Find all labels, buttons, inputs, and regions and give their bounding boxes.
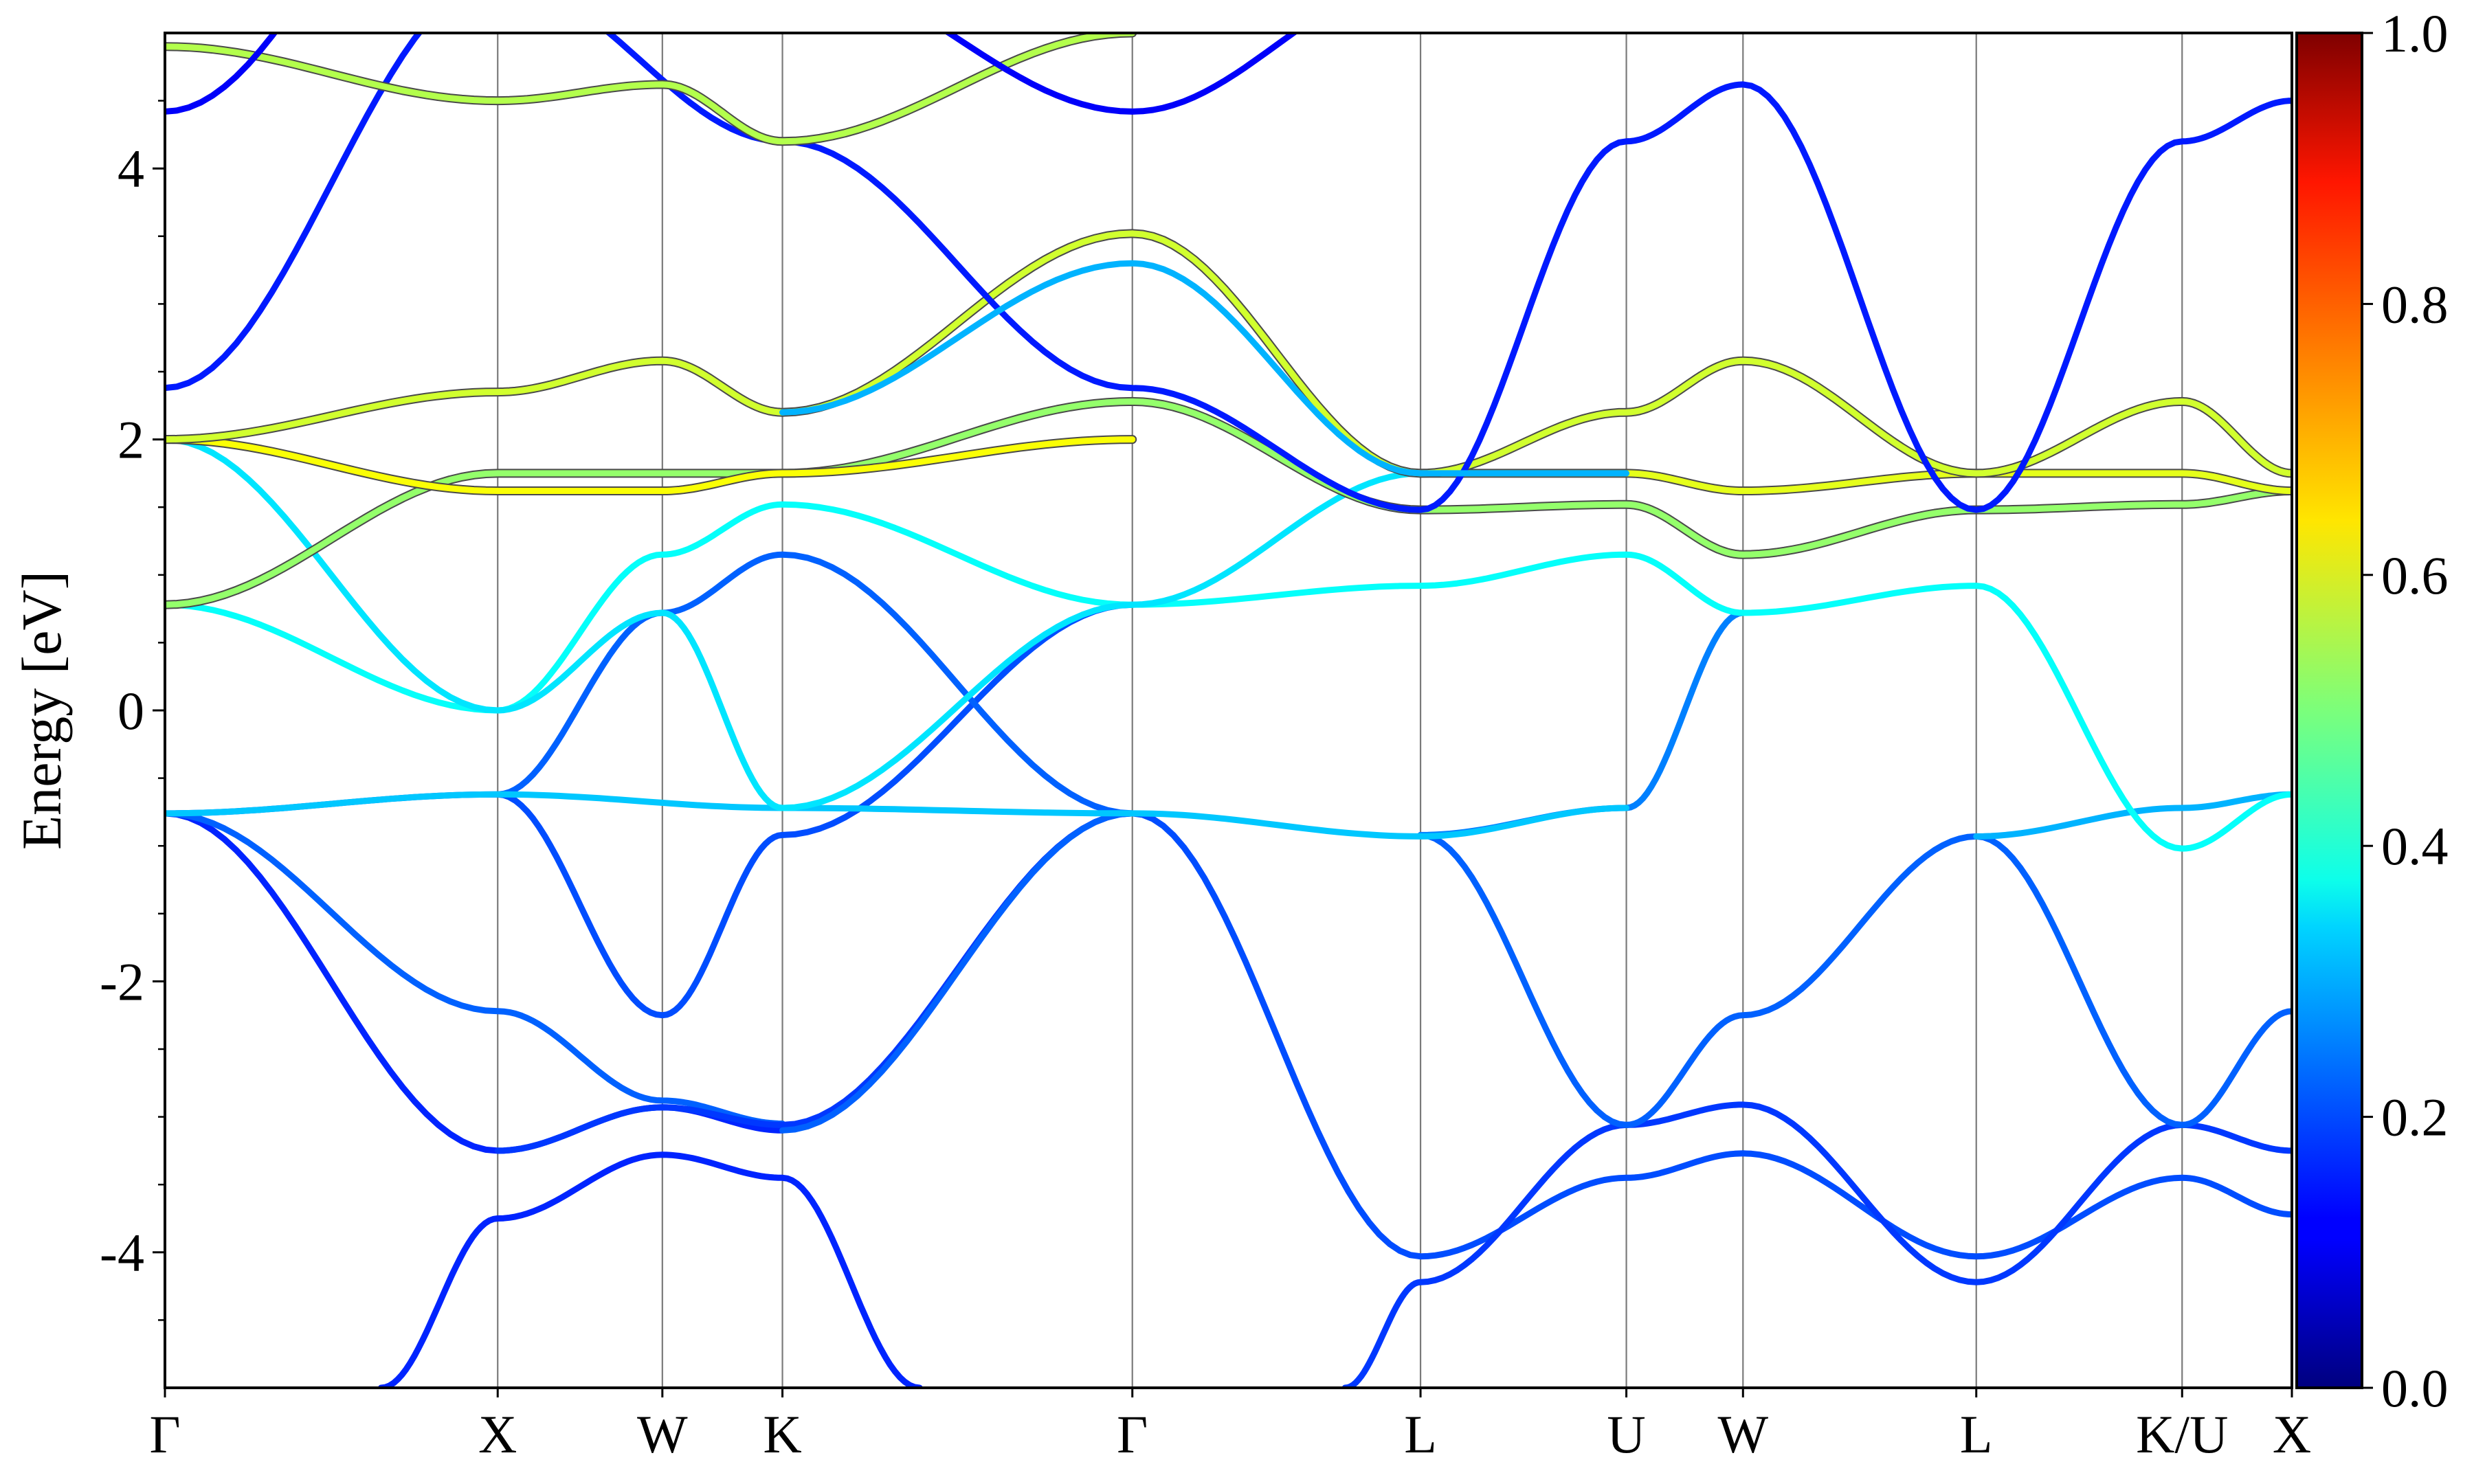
colorbar-tick-label: 0.0 (2381, 1358, 2449, 1418)
y-tick-label: -4 (100, 1223, 144, 1283)
band-line (165, 810, 785, 1154)
y-tick-label: 4 (118, 139, 144, 199)
band-line (1341, 1101, 2292, 1388)
y-tick-label: 0 (118, 681, 144, 741)
band-lines (165, 33, 2292, 1388)
colorbar (2295, 32, 2363, 1389)
band-line (378, 1151, 923, 1388)
x-tick-label: K/U (2136, 1404, 2228, 1464)
colorbar-tick-label: 0.4 (2381, 816, 2449, 876)
x-tick-label: K (763, 1404, 801, 1464)
x-tick-label: U (1607, 1404, 1645, 1464)
x-tick-label: X (2273, 1404, 2311, 1464)
colorbar-tick-label: 1.0 (2381, 3, 2449, 63)
colorbar-ticks: 0.0 0.2 0.4 0.6 0.8 1.0 (2362, 3, 2449, 1418)
band-line-outline (165, 229, 2292, 478)
band-line (494, 551, 1136, 817)
band-line (1417, 831, 2292, 1128)
band-line (165, 33, 2292, 513)
band-line (1417, 609, 1746, 838)
x-tick-label: L (1404, 1404, 1437, 1464)
x-tick-label: Γ (1117, 1404, 1148, 1464)
band-line (165, 810, 785, 1127)
x-axis-ticks: Γ X W K Γ L U W L K/U X (149, 1388, 2311, 1464)
colorbar-tick-label: 0.2 (2381, 1088, 2449, 1147)
x-tick-label: X (478, 1404, 517, 1464)
colorbar-tick-label: 0.6 (2381, 546, 2449, 605)
band-line (165, 501, 2292, 852)
band-line (165, 230, 2292, 477)
band-line (779, 260, 1630, 477)
band-line (1129, 810, 2292, 1260)
x-tick-label: L (1960, 1404, 1993, 1464)
y-axis-ticks: 4 2 0 -2 -4 (100, 100, 165, 1321)
band-line (165, 33, 1136, 145)
colorbar-tick-label: 0.8 (2381, 274, 2449, 334)
band-line (779, 810, 1136, 1134)
x-tick-label: Γ (149, 1404, 180, 1464)
x-tick-label: W (1717, 1404, 1768, 1464)
band-line-outline (165, 435, 1137, 495)
band-line (165, 398, 2292, 608)
band-line (165, 436, 1136, 494)
x-tick-label: W (637, 1404, 688, 1464)
y-tick-label: -2 (100, 952, 144, 1011)
band-line (165, 791, 1630, 840)
band-line (165, 436, 1424, 811)
band-line (1973, 791, 2292, 840)
band-line (165, 33, 1299, 115)
y-axis-label: Energy [eV] (10, 571, 73, 850)
y-tick-label: 2 (118, 410, 144, 470)
high-symmetry-lines (497, 33, 2183, 1388)
